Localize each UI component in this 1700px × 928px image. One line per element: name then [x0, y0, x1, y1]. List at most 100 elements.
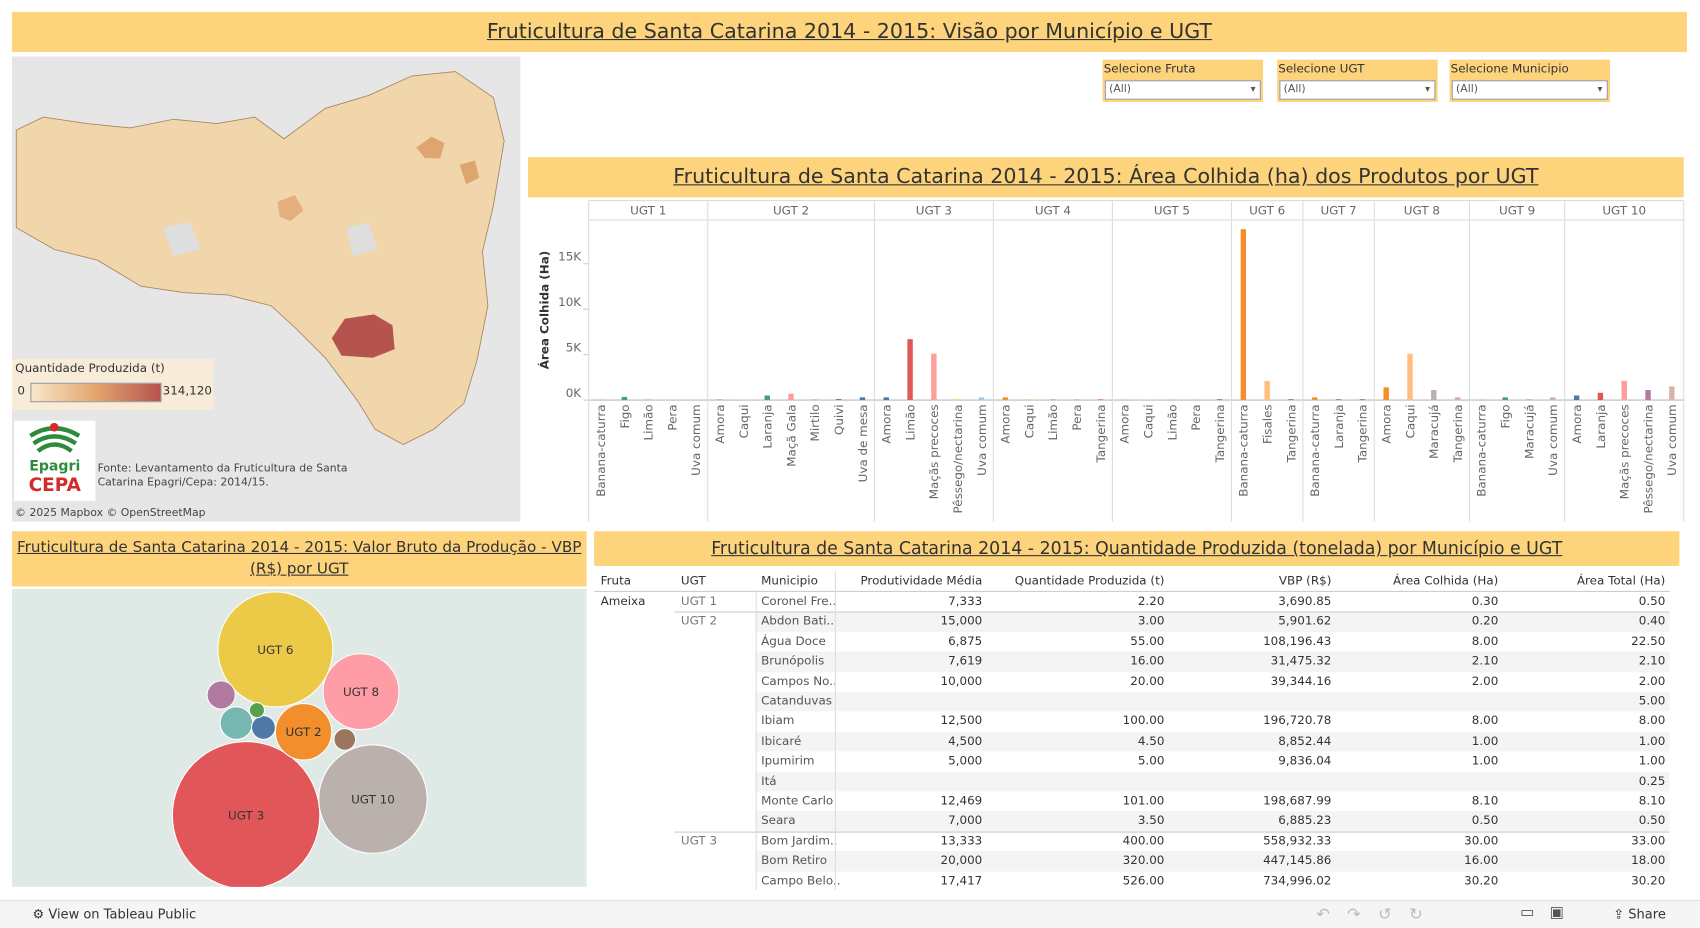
filter-label: Selecione UGT — [1278, 62, 1364, 76]
row-band — [756, 732, 1670, 752]
table-cell: 7,000 — [948, 814, 982, 828]
toolbar: ⚙ View on Tableau Public ↶↷↺↻ ▭▣ ⇪ Share — [0, 900, 1700, 928]
bar — [1407, 354, 1412, 400]
x-tick-label: Mirtilo — [808, 404, 822, 441]
toolbar-icons[interactable]: ▭▣ — [1520, 904, 1579, 921]
table-cell: 196,720.78 — [1263, 714, 1331, 728]
table-cell: Ipumirim — [761, 754, 814, 768]
bar — [717, 399, 722, 400]
row-band — [756, 851, 1670, 871]
table-cell: 20.00 — [1130, 674, 1164, 688]
table-cell: Campos No.. — [761, 674, 837, 688]
bar — [812, 400, 817, 401]
filter[interactable]: Selecione Municipio(All) — [1450, 60, 1610, 102]
filter[interactable]: Selecione UGT (All) — [1277, 60, 1437, 102]
table-cell: 2.10 — [1639, 654, 1666, 668]
share[interactable]: ⇪ Share — [1613, 906, 1666, 921]
dashboard-title: Fruticultura de Santa Catarina 2014 - 20… — [12, 12, 1687, 52]
x-tick-label: Pera — [665, 404, 679, 430]
table-cell: 30.00 — [1464, 834, 1498, 848]
bubble-label: UGT 10 — [351, 792, 395, 806]
table-title: Fruticultura de Santa Catarina 2014 - 20… — [594, 531, 1679, 566]
filter-dropdown[interactable]: (All) — [1452, 80, 1608, 100]
x-tick-label: Uva de mesa — [856, 404, 870, 482]
table-cell: 0.30 — [1472, 594, 1499, 608]
bar — [622, 397, 627, 400]
x-tick-label: Amora — [999, 404, 1013, 443]
x-tick-label: Fisales — [1260, 404, 1274, 444]
bubble-chart-title: Fruticultura de Santa Catarina 2014 - 20… — [12, 531, 587, 586]
table-cell: 20,000 — [941, 853, 983, 867]
x-tick-label: Caqui — [1403, 404, 1417, 438]
table-cell: Abdon Bati.. — [761, 614, 834, 628]
table-cell: 17,417 — [941, 873, 983, 887]
bar — [1217, 399, 1222, 400]
table-cell: Catanduvas — [761, 694, 832, 708]
bubble-label: UGT 8 — [343, 685, 379, 699]
x-tick-label: Pêssego/nectarina — [951, 404, 965, 513]
bubble — [334, 729, 356, 751]
table-cell: 30.20 — [1631, 873, 1665, 887]
table-cell: 6,875 — [948, 634, 982, 648]
table-cell: 8.10 — [1472, 794, 1499, 808]
table-cell: 4.50 — [1138, 734, 1165, 748]
x-tick-label: Figo — [618, 404, 632, 428]
logo-icon — [14, 421, 95, 456]
x-tick-label: Banana-caturra — [1308, 404, 1322, 496]
table-cell: 33.00 — [1631, 834, 1665, 848]
table-cell: Bom Jardim.. — [761, 834, 838, 848]
table-cell: 55.00 — [1130, 634, 1164, 648]
x-tick-label: Laranja — [761, 404, 775, 448]
table-cell: 400.00 — [1123, 834, 1165, 848]
table-cell: 0.50 — [1639, 594, 1666, 608]
bubble — [220, 707, 253, 740]
row-band — [756, 771, 1670, 791]
view-on-tableau[interactable]: ⚙ View on Tableau Public — [33, 906, 197, 921]
table-cell: Coronel Fre.. — [761, 594, 836, 608]
table-cell: 100.00 — [1123, 714, 1165, 728]
bar — [1241, 229, 1246, 400]
facet-label: UGT 10 — [1602, 204, 1646, 218]
filter-dropdown[interactable]: (All) — [1279, 80, 1435, 100]
bar — [1074, 400, 1079, 401]
table-cell: 16.00 — [1130, 654, 1164, 668]
x-tick-label: Banana-caturra — [594, 404, 608, 496]
column-header: Municipio — [761, 574, 818, 588]
table-cell: 3.00 — [1138, 614, 1165, 628]
table-cell: 447,145.86 — [1263, 853, 1331, 867]
table-cell: 1.00 — [1472, 734, 1499, 748]
facet-label: UGT 3 — [916, 204, 952, 218]
column-header: Área Total (Ha) — [1577, 574, 1665, 588]
table-cell: UGT 1 — [681, 594, 717, 608]
table-cell: 108,196.43 — [1263, 634, 1331, 648]
bar — [931, 354, 936, 400]
facet-label: UGT 4 — [1035, 204, 1071, 218]
bar — [1455, 397, 1460, 400]
map-source: Fonte: Levantamento da Fruticultura de S… — [98, 462, 391, 490]
bar — [1312, 397, 1317, 400]
filter[interactable]: Selecione Fruta(All) — [1103, 60, 1263, 102]
table-cell: 320.00 — [1123, 853, 1165, 867]
table-cell: 734,996.02 — [1263, 873, 1331, 887]
view-label[interactable]: View on Tableau Public — [48, 906, 196, 921]
bar — [1336, 399, 1341, 400]
bubble — [252, 716, 276, 740]
bar — [693, 400, 698, 401]
table-cell: 5,000 — [948, 754, 982, 768]
facet-label: UGT 9 — [1499, 204, 1535, 218]
table-cell: 8.00 — [1639, 714, 1666, 728]
share-label[interactable]: Share — [1628, 906, 1666, 921]
bar — [765, 396, 770, 401]
filter-dropdown[interactable]: (All) — [1105, 80, 1261, 100]
table-cell: 16.00 — [1464, 853, 1498, 867]
table-cell: Ibicaré — [761, 734, 801, 748]
attribution: © 2025 Mapbox © OpenStreetMap — [15, 507, 205, 519]
column-header: Quantidade Produzida (t) — [1015, 574, 1165, 588]
y-axis-title: Área Colhida (Ha) — [537, 251, 552, 369]
undo-redo[interactable]: ↶↷↺↻ — [1316, 904, 1440, 924]
table-cell: Monte Carlo — [761, 794, 833, 808]
bar — [1288, 399, 1293, 400]
table-cell: 0.50 — [1472, 814, 1499, 828]
x-tick-label: Maçãs precoces — [927, 404, 941, 499]
x-tick-label: Banana-caturra — [1237, 404, 1251, 496]
